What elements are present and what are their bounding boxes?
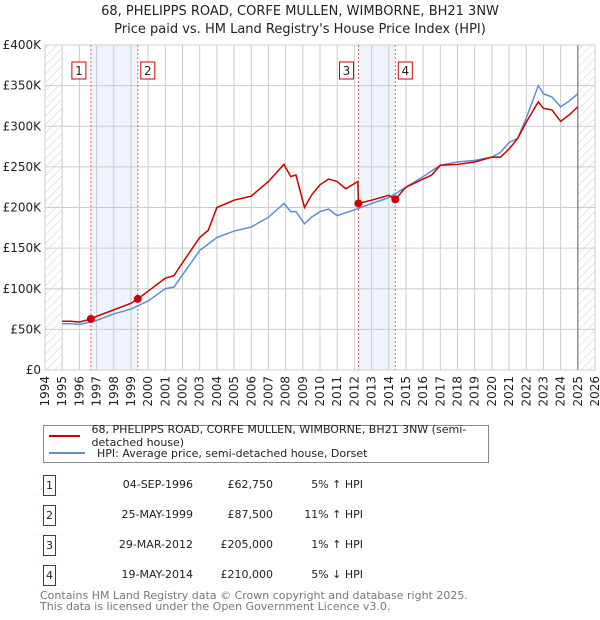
- plot-border: [44, 44, 596, 371]
- y-tick-label: £350K: [3, 79, 43, 93]
- sale-number-badge: 4: [43, 565, 56, 586]
- x-tick-label: 2014: [382, 376, 396, 407]
- y-tick-label: £150K: [3, 241, 43, 255]
- x-tick-label: 2013: [365, 376, 379, 407]
- x-tick-label: 1994: [38, 376, 52, 407]
- sale-price: £62,750: [227, 478, 274, 491]
- y-tick-label: £250K: [3, 160, 43, 174]
- sale-price: £87,500: [227, 508, 274, 521]
- sale-price: £205,000: [220, 538, 274, 551]
- sale-label: 1: [75, 64, 83, 78]
- sale-point: [86, 315, 95, 324]
- x-tick-label: 2003: [193, 376, 207, 407]
- x-tick-label: 2018: [451, 376, 465, 407]
- sale-label-box: [71, 61, 87, 80]
- x-tick-label: 1998: [107, 376, 121, 407]
- sale-date: 04-SEP-1996: [122, 478, 193, 491]
- legend: 68, PHELIPPS ROAD, CORFE MULLEN, WIMBORN…: [43, 423, 489, 463]
- x-tick-label: 2006: [244, 376, 258, 407]
- sale-label-box: [140, 61, 156, 80]
- footer: Contains HM Land Registry data © Crown c…: [40, 590, 468, 612]
- x-tick-label: 2019: [468, 376, 482, 407]
- y-tick-label: £200K: [3, 201, 43, 215]
- x-tick-label: 2004: [210, 376, 224, 407]
- footer-line: This data is licensed under the Open Gov…: [40, 600, 391, 613]
- x-tick-label: 1997: [90, 376, 104, 407]
- sale-label: 4: [401, 64, 409, 78]
- table-row: 2 25-MAY-1999 £87,500 11% ↑ HPI: [43, 505, 543, 526]
- sale-label-box: [339, 61, 354, 80]
- property-price-line: [62, 100, 579, 323]
- sale-number-badge: 3: [43, 535, 56, 556]
- chart-subtitle: Price paid vs. HM Land Registry's House …: [114, 22, 486, 37]
- x-tick-label: 1999: [124, 376, 138, 407]
- sale-point: [133, 294, 142, 303]
- x-tick-label: 2005: [227, 376, 241, 407]
- table-row: 4 19-MAY-2014 £210,000 5% ↓ HPI: [43, 565, 543, 586]
- y-tick-label: £300K: [3, 119, 43, 133]
- x-tick-label: 2010: [313, 376, 327, 407]
- sale-number-badge: 1: [43, 475, 56, 496]
- sale-hpi-diff: 11% ↑ HPI: [304, 508, 363, 521]
- legend-label: 68, PHELIPPS ROAD, CORFE MULLEN, WIMBORN…: [91, 423, 467, 449]
- x-tick-label: 2000: [141, 376, 155, 407]
- table-row: 3 29-MAR-2012 £205,000 1% ↑ HPI: [43, 535, 543, 556]
- legend-swatch-red: [49, 435, 80, 437]
- x-tick-label: 2020: [485, 376, 499, 407]
- sale-hpi-diff: 1% ↑ HPI: [311, 538, 363, 551]
- x-tick-label: 2026: [588, 376, 600, 407]
- sale-number-badge: 2: [43, 505, 56, 526]
- x-tick-label: 1996: [72, 376, 86, 407]
- legend-item-property: 68, PHELIPPS ROAD, CORFE MULLEN, WIMBORN…: [44, 423, 488, 449]
- table-row: 1 04-SEP-1996 £62,750 5% ↑ HPI: [43, 475, 543, 496]
- x-tick-label: 2023: [536, 376, 550, 407]
- y-tick-label: £0: [26, 363, 41, 377]
- sale-date: 29-MAR-2012: [118, 538, 193, 551]
- sale-point: [354, 199, 363, 208]
- x-tick-label: 2015: [399, 376, 413, 407]
- x-tick-label: 2002: [176, 376, 190, 407]
- y-tick-label: £100K: [3, 282, 43, 296]
- x-tick-label: 2016: [416, 376, 430, 407]
- x-tick-label: 2007: [261, 376, 275, 407]
- sale-label: 2: [144, 64, 152, 78]
- plot-area: 1994 1995 1996 1997 1998 1999 2000 2001 2002 2003…: [3, 38, 600, 407]
- footer-line: Contains HM Land Registry data © Crown c…: [40, 589, 468, 602]
- sale-date: 19-MAY-2014: [121, 568, 193, 581]
- x-tick-label: 2025: [571, 376, 585, 407]
- sale-hpi-diff: 5% ↓ HPI: [311, 568, 363, 581]
- x-tick-label: 2011: [330, 376, 344, 407]
- x-tick-label: 2024: [554, 376, 568, 407]
- y-tick-label: £400K: [3, 38, 43, 52]
- sale-hpi-diff: 5% ↑ HPI: [311, 478, 363, 491]
- y-tick-label: £50K: [10, 322, 42, 336]
- legend-item-hpi: HPI: Average price, semi-detached house,…: [44, 445, 367, 461]
- x-tick-label: 2021: [502, 376, 516, 407]
- x-tick-label: 2009: [296, 376, 310, 407]
- sale-label: 3: [343, 64, 351, 78]
- legend-label: HPI: Average price, semi-detached house,…: [97, 446, 368, 460]
- sale-label-box: [397, 61, 413, 80]
- x-tick-label: 2008: [279, 376, 293, 407]
- x-tick-label: 2001: [158, 376, 172, 407]
- sale-price: £210,000: [220, 568, 274, 581]
- x-tick-label: 1995: [55, 376, 69, 407]
- legend-swatch-blue: [49, 452, 85, 454]
- sale-date: 25-MAY-1999: [121, 508, 193, 521]
- x-tick-label: 2017: [433, 376, 447, 407]
- sale-point: [391, 195, 400, 204]
- x-tick-label: 2022: [519, 376, 533, 407]
- x-tick-label: 2012: [347, 376, 361, 407]
- chart-title: 68, PHELIPPS ROAD, CORFE MULLEN, WIMBORN…: [101, 4, 499, 19]
